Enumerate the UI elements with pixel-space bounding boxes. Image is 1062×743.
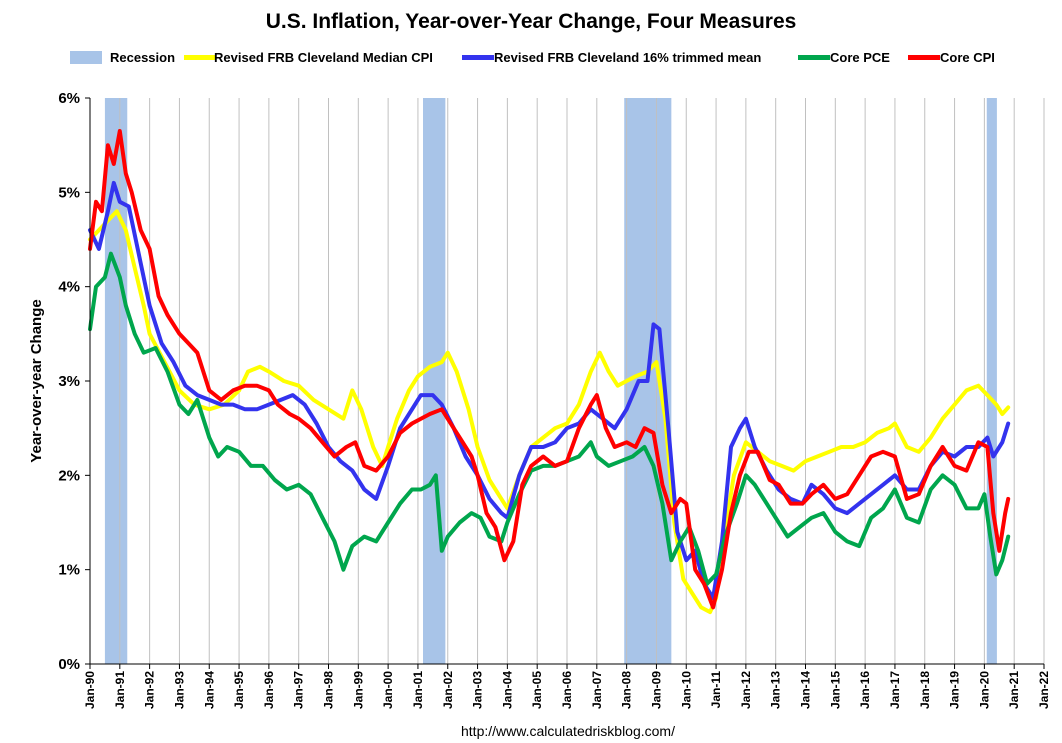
- x-tick-label-24: Jan-14: [799, 671, 813, 709]
- y-tick-label-6: 6%: [58, 90, 80, 107]
- y-tick-label-5: 5%: [58, 184, 80, 201]
- recession-band-0: [104, 98, 128, 664]
- x-tick-label-3: Jan-93: [172, 671, 186, 709]
- y-tick-label-1: 1%: [58, 562, 80, 579]
- legend: Recession Revised FRB Cleveland Median C…: [70, 50, 995, 65]
- x-tick-label-20: Jan-10: [679, 671, 693, 709]
- x-tick-label-10: Jan-00: [381, 671, 395, 709]
- legend-label-median-cpi: Revised FRB Cleveland Median CPI: [214, 50, 433, 65]
- recession-band-3: [986, 98, 997, 664]
- x-tick-label-29: Jan-19: [948, 671, 962, 709]
- x-tick-label-12: Jan-02: [441, 671, 455, 709]
- x-tick-label-26: Jan-16: [858, 671, 872, 709]
- x-tick-label-7: Jan-97: [292, 671, 306, 709]
- y-axis-title: Year-over-year Change: [28, 299, 45, 462]
- legend-label-core-cpi: Core CPI: [940, 50, 995, 65]
- x-tick-label-16: Jan-06: [560, 671, 574, 709]
- x-tick-label-31: Jan-21: [1007, 671, 1021, 709]
- legend-swatch-recession: [70, 51, 102, 64]
- x-tick-label-30: Jan-20: [977, 671, 991, 709]
- legend-label-recession: Recession: [110, 50, 175, 65]
- recession-band-1: [423, 98, 446, 664]
- x-tick-label-19: Jan-09: [649, 671, 663, 709]
- x-tick-label-13: Jan-03: [471, 671, 485, 709]
- x-tick-label-9: Jan-99: [351, 671, 365, 709]
- chart-title: U.S. Inflation, Year-over-Year Change, F…: [266, 10, 797, 33]
- x-tick-label-2: Jan-92: [143, 671, 157, 709]
- y-tick-label-4: 4%: [58, 279, 80, 296]
- y-tick-label-2: 2%: [58, 467, 80, 484]
- series-line-1: [88, 180, 1011, 600]
- x-tick-label-25: Jan-15: [828, 671, 842, 709]
- series-line-2: [88, 251, 1011, 586]
- y-tick-labels: 0% 1% 2% 3% 4% 5% 6%: [58, 90, 80, 673]
- series-line-3: [88, 129, 1011, 610]
- legend-label-trimmed-mean: Revised FRB Cleveland 16% trimmed mean: [494, 50, 761, 65]
- x-tick-label-5: Jan-95: [232, 671, 246, 709]
- series-line-0: [88, 209, 1011, 615]
- x-tick-label-28: Jan-18: [918, 671, 932, 709]
- x-tick-labels: Jan-90 Jan-91 Jan-92 Jan-93 Jan-94 Jan-95 Jan-…: [83, 671, 1051, 709]
- y-tick-label-3: 3%: [58, 373, 80, 390]
- legend-label-core-pce: Core PCE: [830, 50, 890, 65]
- x-gridlines: [89, 98, 1045, 664]
- x-tick-label-8: Jan-98: [322, 671, 336, 709]
- x-tick-label-17: Jan-07: [590, 671, 604, 709]
- source-url: http://www.calculatedriskblog.com/: [461, 723, 675, 739]
- x-tick-label-0: Jan-90: [83, 671, 97, 709]
- axes: [85, 97, 1045, 669]
- x-tick-label-11: Jan-01: [411, 671, 425, 709]
- y-tick-label-0: 0%: [58, 656, 80, 673]
- x-tick-label-14: Jan-04: [500, 671, 514, 709]
- series-lines: [88, 129, 1011, 615]
- x-tick-label-18: Jan-08: [620, 671, 634, 709]
- x-tick-label-21: Jan-11: [709, 671, 723, 709]
- x-tick-label-1: Jan-91: [113, 671, 127, 709]
- x-tick-label-27: Jan-17: [888, 671, 902, 709]
- x-tick-label-6: Jan-96: [262, 671, 276, 709]
- x-tick-label-23: Jan-13: [769, 671, 783, 709]
- x-tick-label-22: Jan-12: [739, 671, 753, 709]
- x-tick-label-15: Jan-05: [530, 671, 544, 709]
- x-tick-label-4: Jan-94: [202, 671, 216, 709]
- x-tick-label-32: Jan-22: [1037, 671, 1051, 709]
